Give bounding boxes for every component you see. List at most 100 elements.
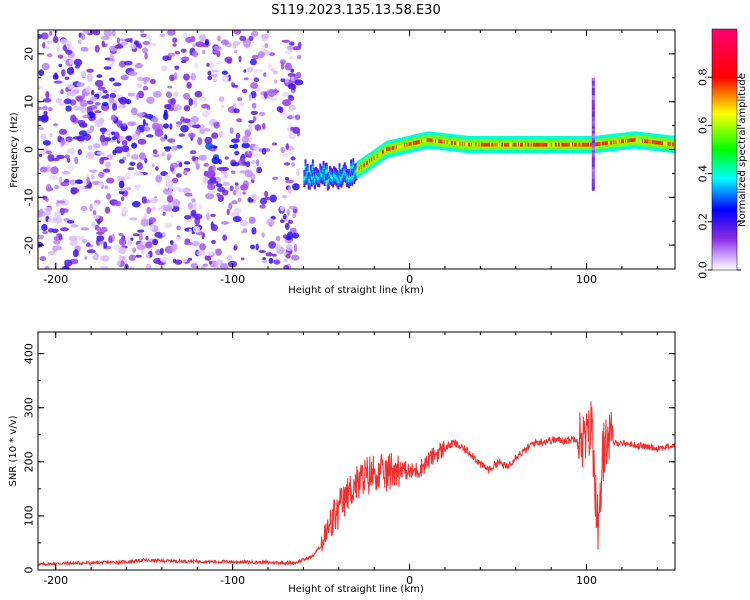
x-tick-label: -100 <box>220 574 245 587</box>
heatmap-cell <box>184 215 192 220</box>
heatmap-cell <box>80 227 90 231</box>
heatmap-cell <box>67 220 75 224</box>
heatmap-cell <box>591 178 595 182</box>
heatmap-cell <box>237 97 243 102</box>
heatmap-cell <box>104 137 111 142</box>
heatmap-cell <box>86 242 91 247</box>
heatmap-cell <box>165 91 172 98</box>
heatmap-cell <box>64 141 69 146</box>
heatmap-cell <box>591 166 595 170</box>
heatmap-cell <box>242 228 248 234</box>
heatmap-cell <box>420 139 423 144</box>
heatmap-cell <box>117 135 125 142</box>
heatmap-cell <box>180 48 187 53</box>
heatmap-cell <box>558 142 561 147</box>
heatmap-cell <box>250 82 258 89</box>
heatmap-cell <box>102 168 111 173</box>
heatmap-cell <box>591 89 595 93</box>
heatmap-cell <box>240 184 249 191</box>
heatmap-cell <box>90 202 99 207</box>
heatmap-cell <box>98 182 104 187</box>
heatmap-cell <box>285 235 292 241</box>
heatmap-cell <box>544 142 547 147</box>
heatmap-cell <box>204 255 209 261</box>
heatmap-cell <box>228 74 231 82</box>
snr-line <box>38 401 675 567</box>
heatmap-cell <box>45 150 52 155</box>
heatmap-cell <box>92 30 101 36</box>
heatmap-cell <box>63 98 72 105</box>
heatmap-cell <box>422 139 425 143</box>
heatmap-cell <box>400 144 402 149</box>
heatmap-cell <box>65 49 73 55</box>
heatmap-cell <box>591 187 595 191</box>
heatmap-cell <box>200 96 207 101</box>
heatmap-cell <box>68 235 78 241</box>
heatmap-cell <box>60 181 70 187</box>
heatmap-cell <box>149 43 157 47</box>
heatmap-cell <box>518 142 521 147</box>
heatmap-cell <box>191 155 197 162</box>
heatmap-cell <box>173 243 178 251</box>
heatmap-cell <box>149 224 155 231</box>
heatmap-cell <box>135 254 142 258</box>
heatmap-cell <box>195 41 205 48</box>
heatmap-cell <box>183 241 193 246</box>
x-tick-label: -100 <box>220 273 245 286</box>
heatmap-cell <box>272 70 278 75</box>
heatmap-cell <box>352 164 355 169</box>
heatmap-cell <box>118 190 125 195</box>
heatmap-cell <box>242 135 249 144</box>
x-tick-label: -200 <box>43 574 68 587</box>
heatmap-cell <box>336 176 339 181</box>
heatmap-cell <box>137 138 147 145</box>
heatmap-cell <box>355 169 358 174</box>
heatmap-cell <box>161 65 168 71</box>
heatmap-cell <box>291 232 300 239</box>
heatmap-cell <box>591 168 595 172</box>
heatmap-cell <box>396 145 399 149</box>
heatmap-cell <box>153 154 160 158</box>
heatmap-cell <box>98 171 105 178</box>
heatmap-cell <box>80 33 86 41</box>
heatmap-cell <box>151 122 161 130</box>
heatmap-cell <box>591 118 595 122</box>
heatmap-cell <box>163 146 172 150</box>
heatmap-cell <box>116 260 121 266</box>
heatmap-cell <box>167 52 176 57</box>
heatmap-cell <box>256 166 263 174</box>
heatmap-cell <box>401 144 404 148</box>
heatmap-cell <box>539 142 542 147</box>
heatmap-cell <box>369 159 372 163</box>
heatmap-cell <box>258 51 265 58</box>
heatmap-cell <box>303 176 306 181</box>
heatmap-cell <box>251 227 257 235</box>
heatmap-cell <box>42 105 49 111</box>
heatmap-cell <box>160 257 168 263</box>
heatmap-cell <box>91 89 95 96</box>
heatmap-cell <box>68 58 76 65</box>
heatmap-cell <box>591 92 595 96</box>
heatmap-cell <box>142 77 151 82</box>
heatmap-cell <box>287 73 296 77</box>
heatmap-cell <box>180 60 187 64</box>
heatmap-cell <box>651 140 654 144</box>
heatmap-cell <box>449 140 452 145</box>
colorbar-tick-label: 0.0 <box>697 261 710 279</box>
heatmap-cell <box>193 225 200 233</box>
heatmap-cell <box>172 43 177 47</box>
heatmap-cell <box>413 141 416 145</box>
heatmap-cell <box>211 239 216 245</box>
heatmap-cell <box>606 141 608 145</box>
heatmap-cell <box>118 180 125 189</box>
heatmap-cell <box>591 77 595 81</box>
heatmap-cell <box>259 204 266 209</box>
heatmap-cell <box>199 243 207 251</box>
heatmap-cell <box>220 263 229 269</box>
heatmap-cell <box>533 142 536 147</box>
heatmap-cell <box>146 263 151 269</box>
heatmap-cell <box>285 78 289 84</box>
heatmap-cell <box>591 147 595 151</box>
heatmap-cell <box>128 254 136 261</box>
